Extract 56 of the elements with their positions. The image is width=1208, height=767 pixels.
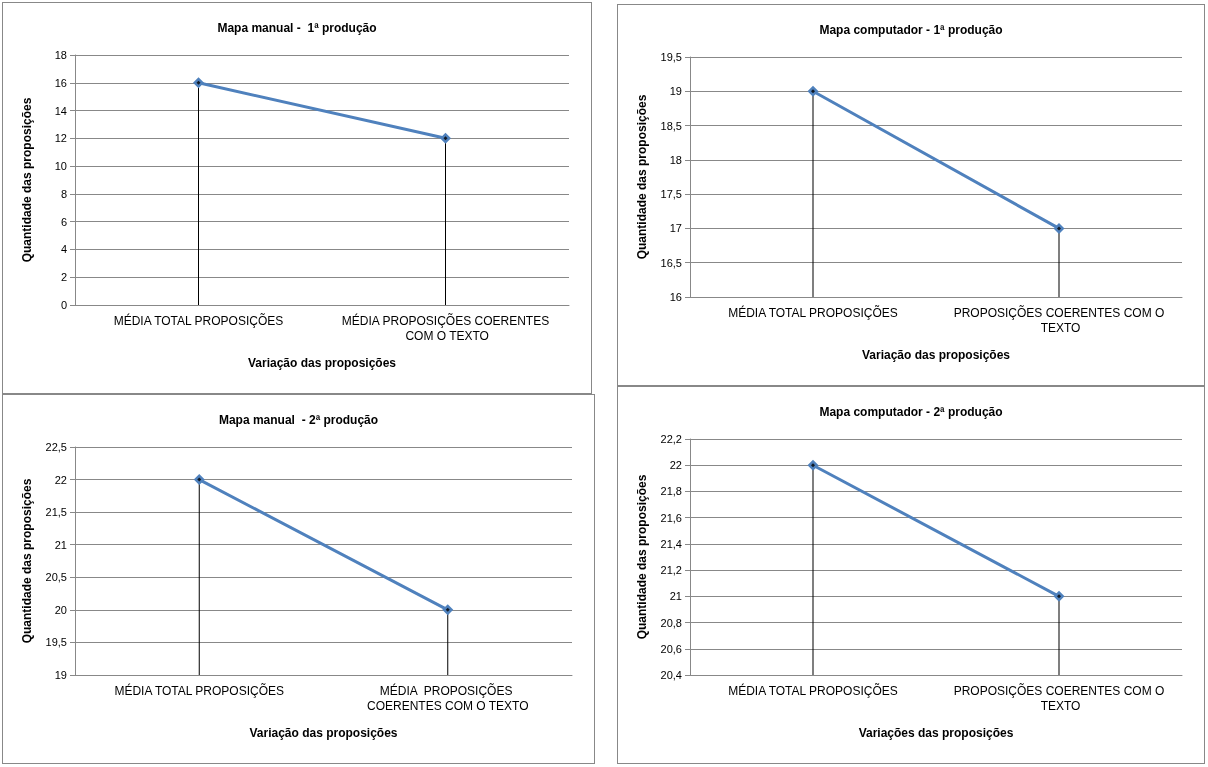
y-tick-label: 21,6 <box>660 511 682 524</box>
x-tick-label: MÉDIA TOTAL PROPOSIÇÕES <box>113 312 284 328</box>
y-tick-label: 22 <box>54 473 67 486</box>
y-axis-title: Quantidade das proposições <box>20 97 34 263</box>
y-tick-label: 19 <box>669 85 682 98</box>
chart-title: Mapa computador - 2ª produção <box>819 405 1003 419</box>
y-tick-label: 17,5 <box>660 188 682 201</box>
y-tick-label: 6 <box>60 215 67 228</box>
y-tick-label: 18 <box>54 49 67 61</box>
y-tick-label: 20,5 <box>45 571 67 584</box>
y-tick-label: 16 <box>669 291 682 303</box>
y-tick-label: 21,5 <box>45 506 67 519</box>
x-tick-label: MÉDIA TOTAL PROPOSIÇÕES <box>728 304 898 320</box>
y-tick-label: 19,5 <box>45 636 67 649</box>
y-tick-label: 22,2 <box>660 433 682 445</box>
x-tick-label: PROPOSIÇÕES COERENTES COM O TEXTO <box>953 682 1165 713</box>
y-tick-label: 22,5 <box>45 441 67 453</box>
y-axis-title: Quantidade das proposições <box>635 474 649 640</box>
y-tick-label: 17 <box>669 222 682 235</box>
chart-title: Mapa computador - 1ª produção <box>819 23 1003 37</box>
y-tick-label: 16 <box>54 76 67 89</box>
y-tick-label: 2 <box>60 271 67 284</box>
x-tick-label: MÉDIA PROPOSIÇÕES COERENTES COM O TEXTO <box>366 682 529 713</box>
y-tick-label: 21 <box>669 590 682 603</box>
y-tick-label: 16,5 <box>660 256 682 269</box>
y-tick-label: 8 <box>60 187 67 200</box>
y-tick-label: 21,2 <box>660 564 682 577</box>
y-tick-label: 22 <box>669 459 682 472</box>
y-axis-title: Quantidade das proposições <box>20 478 34 644</box>
y-tick-label: 12 <box>54 132 67 145</box>
y-tick-label: 20,6 <box>660 642 682 655</box>
y-tick-label: 19 <box>54 669 67 681</box>
x-axis-title: Variação das proposições <box>861 348 1011 362</box>
x-axis-title: Variação das proposições <box>249 726 398 740</box>
y-tick-label: 0 <box>60 299 67 311</box>
y-axis-title: Quantidade das proposições <box>635 94 649 260</box>
x-tick-label: PROPOSIÇÕES COERENTES COM O TEXTO <box>953 304 1165 335</box>
y-tick-label: 18,5 <box>660 119 682 132</box>
y-tick-label: 21,4 <box>660 537 682 550</box>
y-tick-label: 4 <box>60 243 67 256</box>
y-tick-label: 19,5 <box>660 51 682 63</box>
x-axis-title: Variação das proposições <box>247 356 397 370</box>
y-tick-label: 10 <box>54 160 67 173</box>
x-axis-title: Variações das proposições <box>858 726 1014 740</box>
chart-title: Mapa manual - 2ª produção <box>218 413 379 427</box>
chart-title: Mapa manual - 1ª produção <box>217 21 377 35</box>
x-tick-label: MÉDIA TOTAL PROPOSIÇÕES <box>728 682 898 698</box>
y-tick-label: 18 <box>669 153 682 166</box>
x-tick-label: MÉDIA TOTAL PROPOSIÇÕES <box>114 682 285 698</box>
y-tick-label: 21 <box>54 538 67 551</box>
y-tick-label: 21,8 <box>660 485 682 498</box>
x-tick-label: MÉDIA PROPOSIÇÕES COERENTES COM O TEXTO <box>341 312 550 343</box>
y-tick-label: 20 <box>54 603 67 616</box>
y-tick-label: 20,8 <box>660 616 682 629</box>
y-tick-label: 20,4 <box>660 669 682 681</box>
y-tick-label: 14 <box>54 104 67 117</box>
